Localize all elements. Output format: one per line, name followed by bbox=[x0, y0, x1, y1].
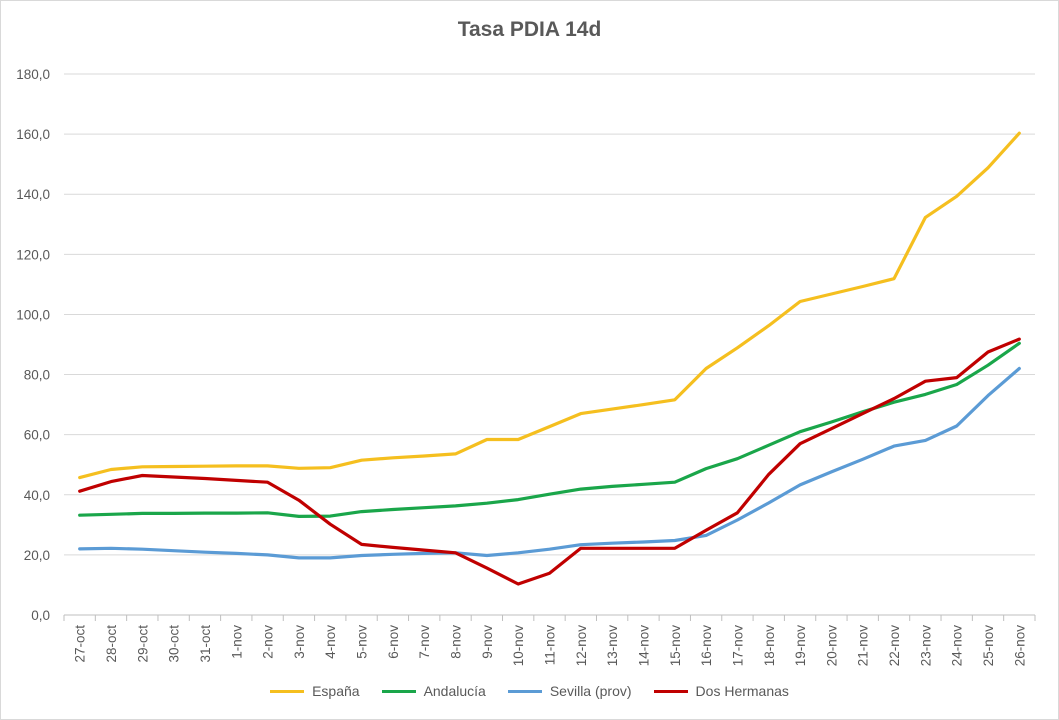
x-tick-label: 12-nov bbox=[574, 625, 589, 667]
y-tick-label: 100,0 bbox=[16, 307, 50, 322]
legend-label-dos-hermanas: Dos Hermanas bbox=[695, 683, 789, 699]
series-line bbox=[78, 341, 1021, 519]
legend-label-sevilla: Sevilla (prov) bbox=[549, 683, 632, 699]
chart-title: Tasa PDIA 14d bbox=[457, 18, 602, 41]
x-axis bbox=[63, 614, 1036, 621]
x-tick-label: 23-nov bbox=[918, 625, 933, 667]
x-tick-label: 13-nov bbox=[605, 625, 620, 667]
x-tick-label: 19-nov bbox=[793, 625, 808, 667]
x-tick-label: 10-nov bbox=[511, 625, 526, 667]
legend-label-espana: España bbox=[312, 683, 360, 699]
x-tick-label: 27-oct bbox=[73, 625, 88, 663]
x-tick-label: 28-oct bbox=[104, 625, 119, 663]
x-tick-label: 3-nov bbox=[292, 625, 307, 659]
x-tick-label: 14-nov bbox=[636, 625, 651, 667]
x-tick-label: 6-nov bbox=[386, 625, 401, 659]
legend-swatch-sevilla bbox=[507, 689, 542, 693]
gridlines bbox=[64, 73, 1035, 556]
x-tick-label: 31-oct bbox=[198, 625, 213, 663]
x-tick-label: 2-nov bbox=[261, 625, 276, 659]
legend-item-dos-hermanas[interactable]: Dos Hermanas bbox=[653, 683, 789, 699]
x-tick-label: 5-nov bbox=[355, 625, 370, 659]
y-axis-ticks: 0,0 20,0 40,0 60,0 80,0 100,0 120,0 140,0 160,0 1… bbox=[16, 67, 50, 623]
x-tick-label: 7-nov bbox=[417, 625, 432, 659]
series-lines bbox=[78, 131, 1021, 586]
x-tick-label: 8-nov bbox=[449, 625, 464, 659]
x-tick-label: 16-nov bbox=[699, 625, 714, 667]
series-line bbox=[78, 366, 1021, 560]
legend-item-sevilla[interactable]: Sevilla (prov) bbox=[507, 683, 632, 699]
x-tick-label: 21-nov bbox=[856, 625, 871, 667]
y-tick-label: 120,0 bbox=[16, 247, 50, 262]
x-tick-label: 9-nov bbox=[480, 625, 495, 659]
legend: España Andalucía Sevilla (prov) Dos Herm… bbox=[0, 683, 1059, 699]
x-tick-label: 20-nov bbox=[824, 625, 839, 667]
x-tick-label: 17-nov bbox=[730, 625, 745, 667]
y-tick-label: 60,0 bbox=[24, 428, 50, 443]
x-tick-label: 4-nov bbox=[323, 625, 338, 659]
x-tick-label: 25-nov bbox=[981, 625, 996, 667]
x-tick-label: 1-nov bbox=[229, 625, 244, 659]
legend-label-andalucia: Andalucía bbox=[423, 683, 486, 699]
y-tick-label: 180,0 bbox=[16, 67, 50, 82]
y-tick-label: 20,0 bbox=[24, 548, 50, 563]
y-tick-label: 160,0 bbox=[16, 127, 50, 142]
x-tick-label: 15-nov bbox=[668, 625, 683, 667]
y-tick-label: 40,0 bbox=[24, 488, 50, 503]
x-tick-label: 30-oct bbox=[167, 625, 182, 663]
series-line bbox=[78, 131, 1021, 480]
x-tick-label: 22-nov bbox=[887, 625, 902, 667]
legend-swatch-espana bbox=[270, 689, 305, 693]
x-axis-ticks: 27-oct 28-oct 29-oct 30-oct 31-oct 1-nov 2-nov… bbox=[73, 625, 1028, 667]
legend-swatch-andalucia bbox=[381, 689, 416, 693]
y-tick-label: 0,0 bbox=[31, 608, 50, 623]
legend-swatch-dos-hermanas bbox=[653, 689, 688, 693]
series-line bbox=[78, 337, 1021, 586]
x-tick-label: 29-oct bbox=[135, 625, 150, 663]
x-tick-label: 18-nov bbox=[762, 625, 777, 667]
legend-item-andalucia[interactable]: Andalucía bbox=[381, 683, 486, 699]
y-tick-label: 140,0 bbox=[16, 187, 50, 202]
x-tick-label: 26-nov bbox=[1012, 625, 1027, 667]
x-tick-label: 24-nov bbox=[950, 625, 965, 667]
y-tick-label: 80,0 bbox=[24, 368, 50, 383]
x-tick-label: 11-nov bbox=[543, 625, 558, 666]
legend-item-espana[interactable]: España bbox=[270, 683, 360, 699]
